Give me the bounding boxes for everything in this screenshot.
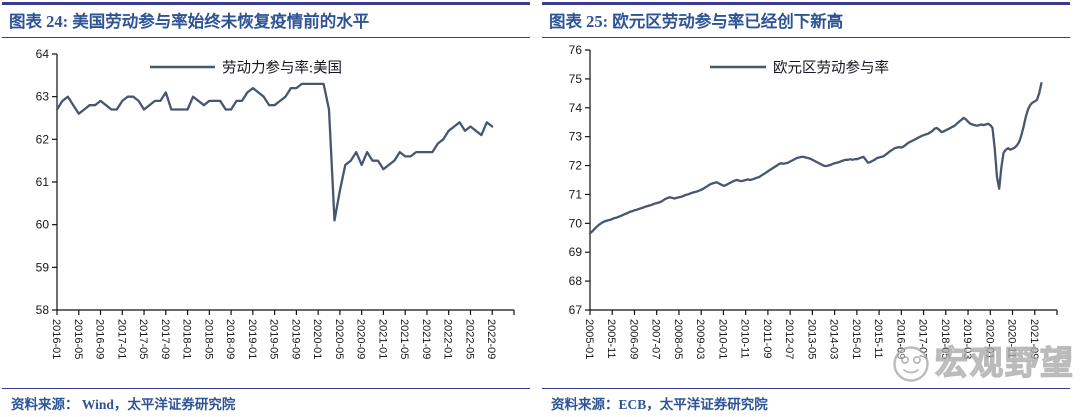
x-tick-label: 2016-09 bbox=[94, 319, 106, 359]
y-tick-label: 68 bbox=[569, 274, 583, 288]
x-tick-label: 2006-09 bbox=[627, 319, 639, 359]
x-tick-label: 2019-01 bbox=[246, 319, 258, 359]
x-tick-label: 2017-07 bbox=[917, 319, 929, 359]
x-tick-label: 2010-11 bbox=[739, 319, 751, 359]
x-tick-label: 2020-01 bbox=[983, 319, 995, 359]
us-labor-participation-chart: 58 59 60 61 62 63 64 2016-01 2016-05 2016-09 2017-… bbox=[36, 47, 515, 359]
x-tick-label: 2020-11 bbox=[1006, 319, 1018, 359]
y-tick-label: 64 bbox=[36, 47, 50, 61]
title-divider-rule bbox=[2, 37, 530, 39]
x-tick-label: 2021-09 bbox=[1028, 319, 1040, 359]
x-tick-label: 2022-05 bbox=[463, 319, 475, 359]
legend: 欧元区劳动参与率 bbox=[710, 60, 889, 77]
y-tick-label: 62 bbox=[36, 132, 50, 146]
y-tick-label: 58 bbox=[36, 303, 50, 317]
y-tick-label: 71 bbox=[569, 187, 583, 201]
y-tick-label: 70 bbox=[569, 216, 583, 230]
y-tick-label: 59 bbox=[36, 260, 50, 274]
x-tick-label: 2016-05 bbox=[72, 319, 84, 359]
source-divider-rule bbox=[2, 388, 530, 390]
x-tick-label: 2015-11 bbox=[872, 319, 884, 359]
x-tick-label: 2007-07 bbox=[650, 319, 662, 359]
legend-label: 欧元区劳动参与率 bbox=[773, 60, 889, 77]
x-tick-label: 2021-09 bbox=[420, 319, 432, 359]
y-tick-label: 69 bbox=[569, 245, 583, 259]
figure-24-panel: 图表 24: 美国劳动参与率始终未恢复疫情前的水平 58 59 60 61 62 63 64… bbox=[2, 2, 530, 412]
figure-25-panel: 图表 25: 欧元区劳动参与率已经创下新高 67 68 69 70 71 72 73 74 75… bbox=[540, 0, 1080, 417]
x-tick-label: 2022-09 bbox=[485, 319, 497, 359]
figure-25-title: 图表 25: 欧元区劳动参与率已经创下新高 bbox=[549, 12, 844, 31]
x-tick-label: 2011-09 bbox=[761, 319, 773, 359]
x-tick-label: 2017-05 bbox=[137, 319, 149, 359]
title-divider-rule bbox=[542, 37, 1070, 39]
x-tick-label: 2009-03 bbox=[694, 319, 706, 359]
y-tick-label: 67 bbox=[569, 303, 583, 317]
figure-24-title: 图表 24: 美国劳动参与率始终未恢复疫情前的水平 bbox=[9, 12, 370, 31]
y-tick-label: 74 bbox=[569, 101, 583, 115]
panel-top-rule bbox=[2, 2, 530, 5]
x-tick-labels: 2016-01 2016-05 2016-09 2017-01 2017-05 2017-… bbox=[50, 310, 515, 359]
axes bbox=[56, 54, 514, 311]
y-tick-labels: 58 59 60 61 62 63 64 bbox=[36, 47, 57, 317]
x-tick-label: 2010-01 bbox=[716, 319, 728, 359]
series-line bbox=[55, 82, 494, 222]
y-tick-label: 72 bbox=[569, 159, 583, 173]
legend: 劳动力参与率:美国 bbox=[150, 60, 342, 77]
source-divider-rule bbox=[542, 388, 1070, 390]
x-tick-label: 2018-05 bbox=[202, 319, 214, 359]
x-tick-label: 2021-01 bbox=[376, 319, 388, 359]
x-tick-label: 2016-09 bbox=[894, 319, 906, 359]
x-tick-labels: 2005-01 2005-11 2006-09 2007-07 2008-05 2009-… bbox=[583, 310, 1058, 359]
x-tick-label: 2020-01 bbox=[311, 319, 323, 359]
x-tick-label: 2019-05 bbox=[268, 319, 280, 359]
x-tick-label: 2019-09 bbox=[289, 319, 301, 359]
panel-top-rule bbox=[542, 2, 1070, 5]
x-tick-label: 2019-03 bbox=[961, 319, 973, 359]
x-tick-label: 2013-05 bbox=[805, 319, 817, 359]
x-tick-label: 2018-01 bbox=[181, 319, 193, 359]
x-tick-label: 2018-05 bbox=[939, 319, 951, 359]
y-tick-label: 75 bbox=[569, 72, 583, 86]
y-tick-labels: 67 68 69 70 71 72 73 74 75 76 bbox=[569, 43, 590, 317]
y-tick-label: 76 bbox=[569, 43, 583, 57]
x-tick-label: 2014-03 bbox=[828, 319, 840, 359]
x-tick-label: 2018-09 bbox=[224, 319, 236, 359]
x-tick-label: 2020-09 bbox=[355, 319, 367, 359]
y-tick-label: 61 bbox=[36, 175, 50, 189]
x-tick-label: 2008-05 bbox=[672, 319, 684, 359]
legend-label: 劳动力参与率:美国 bbox=[222, 60, 342, 77]
x-tick-label: 2012-07 bbox=[783, 319, 795, 359]
x-tick-label: 2022-01 bbox=[442, 319, 454, 359]
x-tick-label: 2005-11 bbox=[605, 319, 617, 359]
figure-24-source: 资料来源： Wind，太平洋证券研究院 bbox=[11, 397, 236, 412]
y-tick-label: 73 bbox=[569, 130, 583, 144]
x-tick-label: 2015-01 bbox=[850, 319, 862, 359]
y-tick-label: 63 bbox=[36, 90, 50, 104]
x-tick-label: 2017-01 bbox=[115, 319, 127, 359]
y-tick-label: 60 bbox=[36, 218, 50, 232]
axes bbox=[589, 50, 1057, 311]
x-tick-label: 2021-05 bbox=[398, 319, 410, 359]
x-tick-label: 2005-01 bbox=[583, 319, 595, 359]
eurozone-labor-participation-chart: 67 68 69 70 71 72 73 74 75 76 2005-01 2005-11 2006-0… bbox=[569, 43, 1058, 359]
x-tick-label: 2016-01 bbox=[50, 319, 62, 359]
x-tick-label: 2017-09 bbox=[159, 319, 171, 359]
series-line bbox=[588, 82, 1043, 235]
x-tick-label: 2020-05 bbox=[333, 319, 345, 359]
figure-25-source: 资料来源：ECB，太平洋证券研究院 bbox=[551, 397, 768, 412]
